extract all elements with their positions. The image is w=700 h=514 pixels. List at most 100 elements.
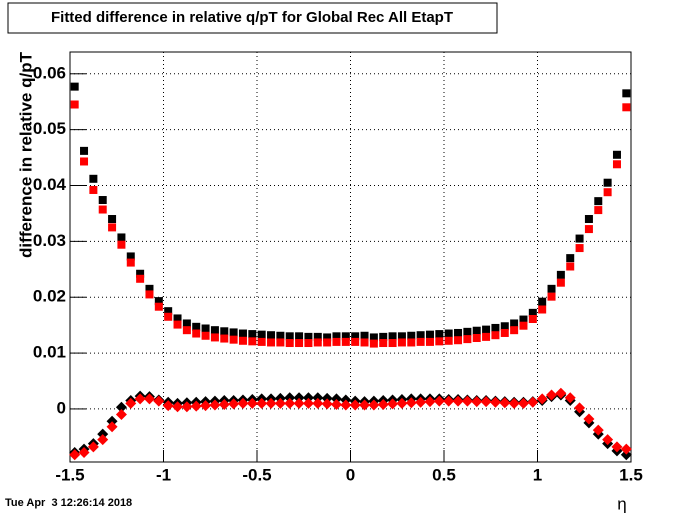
y-axis-label: difference in relative q/pT: [16, 51, 35, 258]
diamond-marker: [480, 396, 492, 408]
diamond-marker: [330, 393, 342, 405]
diamond-marker: [106, 421, 118, 433]
square-marker: [510, 326, 519, 335]
square-marker: [369, 333, 378, 342]
diamond-marker: [143, 393, 155, 405]
square-marker: [126, 258, 135, 267]
square-marker: [594, 206, 603, 215]
diamond-marker: [153, 395, 165, 407]
square-marker: [575, 244, 584, 253]
diamond-marker: [424, 396, 436, 408]
square-marker: [70, 82, 79, 91]
square-marker: [584, 225, 593, 234]
square-marker: [229, 328, 238, 337]
square-marker: [295, 339, 304, 348]
square-marker: [566, 254, 575, 263]
square-marker: [491, 331, 500, 340]
square-marker: [80, 146, 89, 155]
square-marker: [136, 269, 145, 278]
diamond-marker: [405, 397, 417, 409]
square-marker: [397, 338, 406, 347]
square-marker: [89, 185, 98, 194]
diamond-marker: [312, 397, 324, 409]
diamond-marker: [349, 399, 361, 411]
diamond-marker: [536, 393, 548, 405]
diamond-marker: [377, 398, 389, 410]
diamond-marker: [125, 397, 137, 409]
square-marker: [416, 331, 425, 340]
square-marker: [238, 329, 247, 338]
square-marker: [285, 332, 294, 341]
title-box: [7, 2, 498, 34]
diamond-marker: [274, 397, 286, 409]
diamond-marker: [209, 399, 221, 411]
diamond-marker: [162, 400, 174, 412]
square-marker: [575, 234, 584, 243]
diamond-marker: [517, 397, 529, 409]
diamond-marker: [321, 392, 333, 404]
square-marker: [556, 270, 565, 279]
diamond-marker: [265, 397, 277, 409]
diamond-marker: [452, 395, 464, 407]
square-marker: [248, 330, 257, 339]
diamond-marker: [415, 396, 427, 408]
diamond-marker: [312, 392, 324, 404]
square-marker: [238, 336, 247, 345]
y-tick-label: 0.05: [33, 119, 66, 138]
diamond-marker: [461, 395, 473, 407]
square-marker: [612, 150, 621, 159]
square-marker: [435, 337, 444, 346]
diamond-marker: [181, 401, 193, 413]
square-marker: [519, 315, 528, 324]
diamond-marker: [284, 392, 296, 404]
square-marker: [379, 332, 388, 341]
diamond-marker: [527, 396, 539, 408]
diamond-marker: [218, 398, 230, 410]
diamond-marker: [546, 389, 558, 401]
square-marker: [220, 327, 229, 336]
square-marker: [416, 337, 425, 346]
square-marker: [108, 223, 117, 232]
square-marker: [397, 332, 406, 341]
square-marker: [201, 324, 210, 333]
x-tick-label: 0: [346, 465, 355, 484]
diamond-marker: [293, 392, 305, 404]
diamond-marker: [489, 396, 501, 408]
y-tick-label: 0.01: [33, 343, 66, 362]
square-marker: [304, 339, 313, 348]
x-tick-label: -1.5: [55, 465, 84, 484]
diamond-marker: [134, 393, 146, 405]
square-marker: [472, 333, 481, 342]
square-marker: [313, 332, 322, 341]
diamond-marker: [564, 392, 576, 404]
square-marker: [341, 332, 350, 341]
square-marker: [136, 274, 145, 283]
diamond-marker: [97, 434, 109, 446]
square-marker: [351, 337, 360, 346]
square-marker: [360, 331, 369, 340]
square-marker: [192, 329, 201, 338]
square-marker: [360, 338, 369, 347]
square-marker: [444, 336, 453, 345]
square-marker: [98, 205, 107, 214]
square-marker: [482, 332, 491, 341]
diamond-marker: [499, 397, 511, 409]
square-marker: [323, 338, 332, 347]
diamond-marker: [330, 398, 342, 410]
square-marker: [145, 284, 154, 293]
diamond-marker: [620, 449, 632, 461]
diamond-marker: [340, 399, 352, 411]
diamond-marker: [443, 395, 455, 407]
square-marker: [603, 178, 612, 187]
diamond-marker: [200, 400, 212, 412]
square-marker: [313, 338, 322, 347]
square-marker: [528, 315, 537, 324]
square-marker: [257, 330, 266, 339]
square-marker: [229, 335, 238, 344]
y-tick-label: 0.04: [33, 175, 67, 194]
square-marker: [425, 330, 434, 339]
square-marker: [407, 331, 416, 340]
square-marker: [603, 188, 612, 197]
square-marker: [285, 339, 294, 348]
square-marker: [584, 215, 593, 224]
